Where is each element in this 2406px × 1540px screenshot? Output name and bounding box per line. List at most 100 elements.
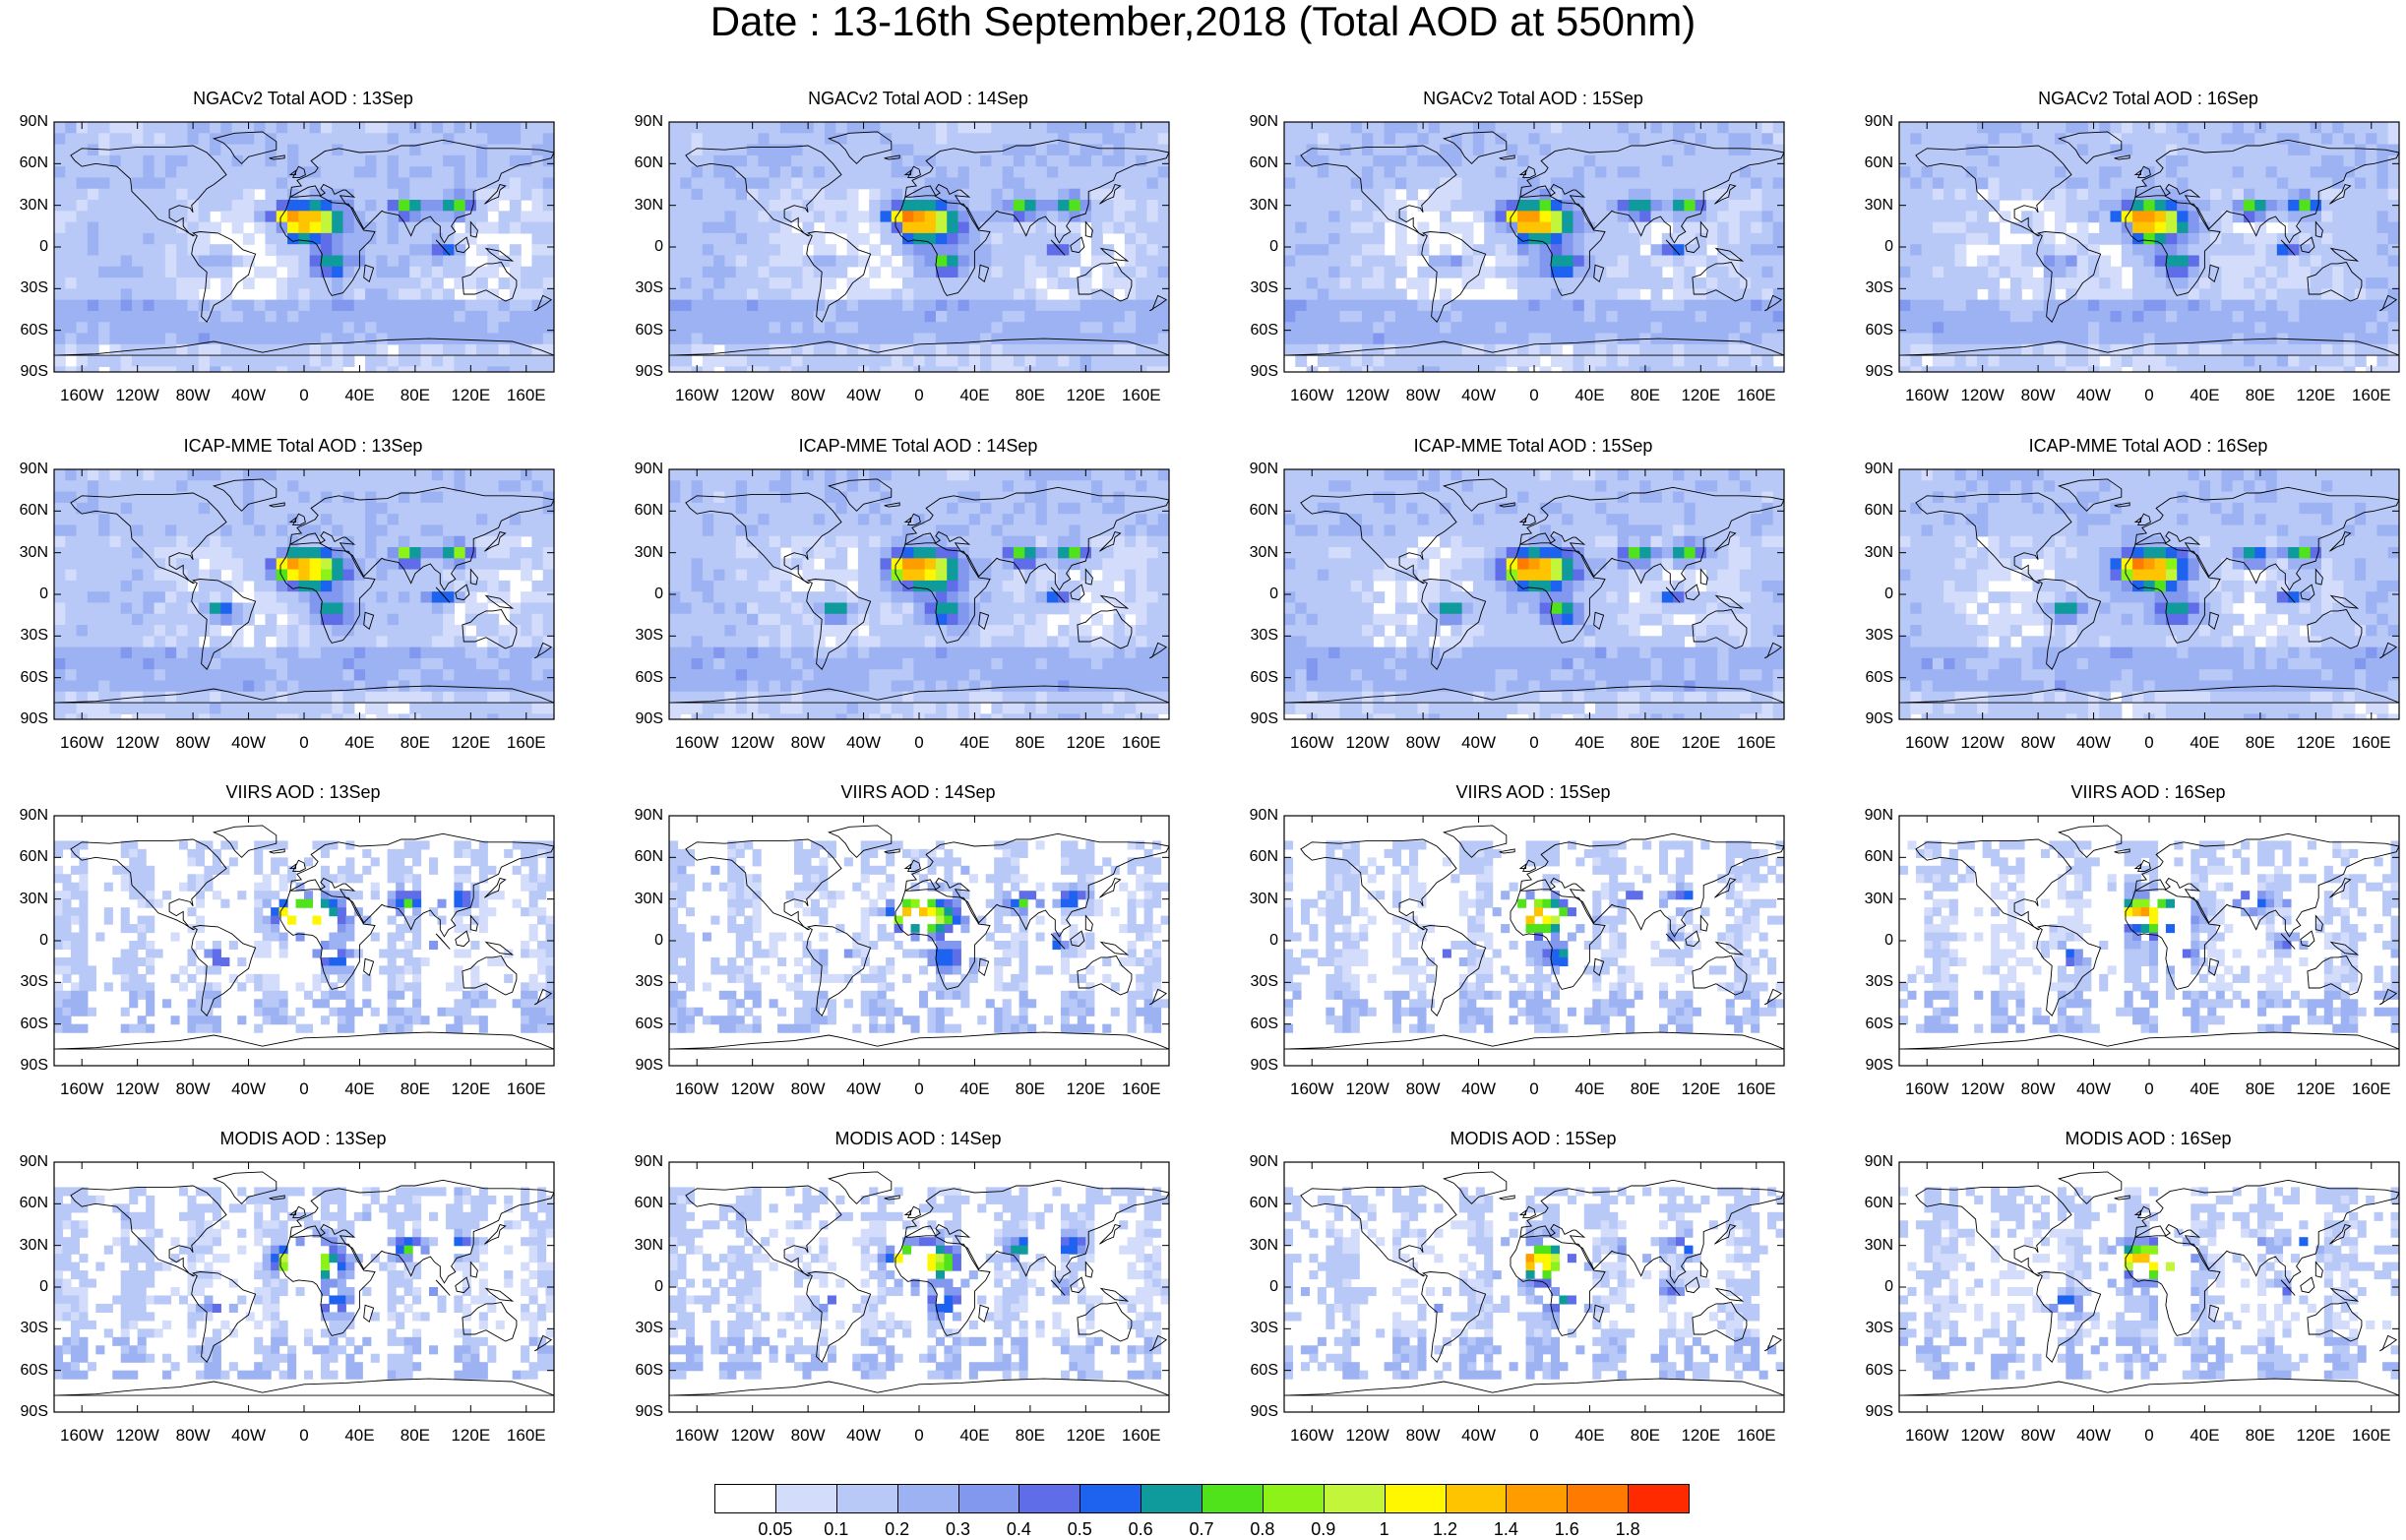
lon-label: 160E	[497, 733, 556, 753]
aod-field	[669, 122, 1170, 378]
aod-field	[1284, 1162, 1785, 1412]
aod-field	[54, 1162, 555, 1412]
lon-label: 40E	[945, 733, 1004, 753]
lon-label: 160W	[667, 1426, 726, 1446]
aod-map	[1853, 436, 2406, 761]
lat-label: 60S	[1235, 322, 1278, 339]
colorbar-swatch	[1324, 1484, 1386, 1513]
lon-label: 120E	[1056, 386, 1115, 405]
aod-field	[54, 122, 555, 378]
lat-label: 90S	[1235, 363, 1278, 381]
lat-label: 0	[1850, 932, 1893, 950]
lon-label: 40W	[1450, 733, 1509, 753]
lat-label: 60N	[1850, 848, 1893, 866]
aod-map	[1238, 436, 1828, 761]
aod-map	[1853, 1129, 2406, 1453]
lon-label: 0	[890, 1426, 949, 1446]
lon-label: 40W	[2065, 386, 2124, 405]
lon-label: 40W	[2065, 1079, 2124, 1099]
lon-label: 120W	[723, 386, 782, 405]
lon-label: 40E	[330, 386, 389, 405]
lat-label: 60S	[1850, 1016, 1893, 1033]
lat-label: 90S	[1850, 363, 1893, 381]
lon-label: 120E	[1671, 1426, 1730, 1446]
colorbar-swatch	[1446, 1484, 1508, 1513]
aod-map	[623, 782, 1213, 1107]
aod-field	[1899, 122, 2400, 378]
lon-label: 160E	[1727, 733, 1786, 753]
lon-label: 160E	[1112, 1079, 1171, 1099]
lon-label: 80E	[386, 1426, 445, 1446]
lat-label: 60N	[5, 502, 48, 520]
lat-label: 90S	[1850, 1057, 1893, 1075]
lon-label: 80W	[2008, 386, 2067, 405]
colorbar-label: 0.2	[868, 1519, 927, 1540]
lat-label: 90N	[620, 461, 663, 478]
lat-label: 30N	[5, 1237, 48, 1255]
lon-label: 80W	[1393, 386, 1452, 405]
lon-label: 160W	[1897, 1079, 1956, 1099]
lon-label: 120E	[441, 386, 500, 405]
lon-label: 40W	[834, 1079, 894, 1099]
lon-label: 80E	[1001, 386, 1060, 405]
lat-label: 90S	[1850, 1403, 1893, 1421]
colorbar-label: 0.8	[1233, 1519, 1292, 1540]
lon-label: 80E	[2231, 1079, 2290, 1099]
lat-label: 60N	[1235, 154, 1278, 172]
aod-field	[1899, 816, 2400, 1066]
lon-label: 0	[2120, 386, 2179, 405]
lat-label: 0	[1235, 238, 1278, 256]
lon-label: 160E	[1112, 386, 1171, 405]
lon-label: 0	[2120, 1426, 2179, 1446]
lat-label: 60S	[620, 322, 663, 339]
lon-label: 120W	[723, 733, 782, 753]
colorbar-label: 1.8	[1598, 1519, 1657, 1540]
lat-label: 30N	[1235, 1237, 1278, 1255]
lat-label: 60N	[1235, 1195, 1278, 1212]
colorbar-swatch	[1141, 1484, 1203, 1513]
lon-label: 40E	[1560, 386, 1619, 405]
lat-label: 30S	[5, 627, 48, 645]
lon-label: 120W	[1338, 386, 1397, 405]
lon-label: 40E	[1560, 733, 1619, 753]
lon-label: 80W	[778, 733, 837, 753]
lon-label: 0	[2120, 1079, 2179, 1099]
lon-label: 80W	[778, 1079, 837, 1099]
lat-label: 30S	[620, 279, 663, 297]
lat-label: 60S	[1850, 669, 1893, 687]
lon-label: 160E	[2342, 386, 2401, 405]
lat-label: 30S	[620, 1320, 663, 1337]
lon-label: 120W	[108, 1079, 167, 1099]
lon-label: 40E	[330, 733, 389, 753]
lat-label: 90S	[5, 363, 48, 381]
lon-label: 120W	[108, 733, 167, 753]
lat-label: 60S	[620, 669, 663, 687]
lon-label: 40E	[330, 1426, 389, 1446]
lon-label: 120E	[2286, 733, 2345, 753]
lon-label: 160E	[497, 386, 556, 405]
lon-label: 40W	[219, 1079, 278, 1099]
lon-label: 40E	[2175, 1426, 2234, 1446]
lon-label: 40E	[2175, 1079, 2234, 1099]
lon-label: 80E	[2231, 1426, 2290, 1446]
colorbar	[714, 1484, 1689, 1513]
colorbar-swatch	[1385, 1484, 1447, 1513]
lon-label: 0	[275, 1426, 334, 1446]
lat-label: 0	[5, 585, 48, 603]
lat-label: 0	[1850, 1278, 1893, 1296]
lon-label: 120E	[441, 733, 500, 753]
colorbar-swatch	[958, 1484, 1020, 1513]
aod-map	[8, 1129, 598, 1453]
lon-label: 40W	[219, 386, 278, 405]
lat-label: 90S	[5, 1403, 48, 1421]
lon-label: 0	[275, 733, 334, 753]
lat-label: 90N	[5, 461, 48, 478]
lon-label: 160E	[1727, 1426, 1786, 1446]
lon-label: 80W	[1393, 1426, 1452, 1446]
lat-label: 0	[620, 1278, 663, 1296]
